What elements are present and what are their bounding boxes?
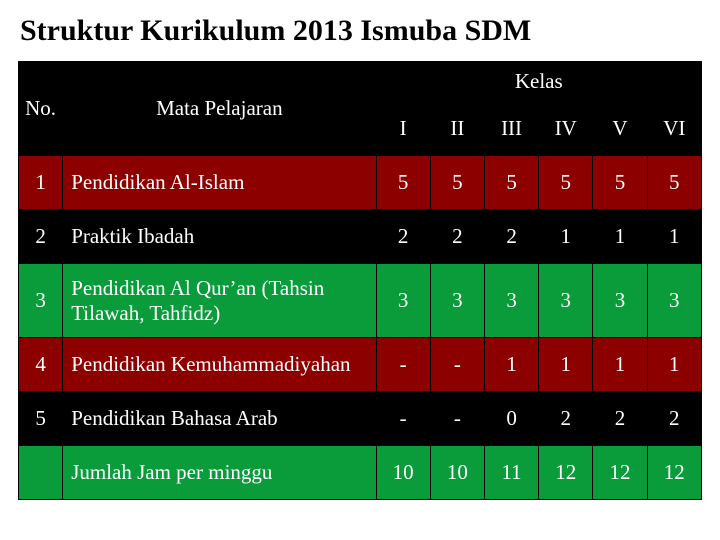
cell-value: 5 [376, 156, 430, 210]
header-no: No. [19, 62, 63, 156]
header-col-5: V [593, 102, 647, 156]
header-col-6: VI [647, 102, 701, 156]
cell-value: 1 [484, 338, 538, 392]
cell-subject: Jumlah Jam per minggu [63, 446, 376, 500]
cell-subject: Pendidikan Al Qur’an (Tahsin Tilawah, Ta… [63, 264, 376, 338]
cell-value: - [376, 338, 430, 392]
cell-value: 12 [647, 446, 701, 500]
table-row: 5Pendidikan Bahasa Arab--0222 [19, 392, 702, 446]
cell-subject: Pendidikan Al-Islam [63, 156, 376, 210]
cell-value: 5 [647, 156, 701, 210]
cell-value: 11 [484, 446, 538, 500]
cell-value: 3 [539, 264, 593, 338]
slide-title: Struktur Kurikulum 2013 Ismuba SDM [18, 8, 702, 61]
cell-value: 10 [430, 446, 484, 500]
cell-value: 5 [593, 156, 647, 210]
cell-value: - [430, 392, 484, 446]
table-row: 2Praktik Ibadah222111 [19, 210, 702, 264]
cell-subject: Pendidikan Kemuhammadiyahan [63, 338, 376, 392]
cell-value: 10 [376, 446, 430, 500]
cell-value: 1 [539, 210, 593, 264]
cell-value: 5 [430, 156, 484, 210]
cell-no: 5 [19, 392, 63, 446]
cell-value: 3 [647, 264, 701, 338]
cell-value: 5 [484, 156, 538, 210]
cell-value: 1 [593, 338, 647, 392]
cell-value: 2 [539, 392, 593, 446]
header-group: Kelas [376, 62, 701, 102]
cell-value: 2 [376, 210, 430, 264]
cell-value: 12 [539, 446, 593, 500]
table-row-total: Jumlah Jam per minggu101011121212 [19, 446, 702, 500]
header-col-3: III [484, 102, 538, 156]
cell-value: 2 [647, 392, 701, 446]
cell-subject: Pendidikan Bahasa Arab [63, 392, 376, 446]
cell-subject: Praktik Ibadah [63, 210, 376, 264]
cell-value: 2 [593, 392, 647, 446]
cell-value: - [376, 392, 430, 446]
table-body: 1Pendidikan Al-Islam5555552Praktik Ibada… [19, 156, 702, 500]
cell-value: 3 [484, 264, 538, 338]
cell-value: 1 [647, 338, 701, 392]
cell-no: 3 [19, 264, 63, 338]
header-subject: Mata Pelajaran [63, 62, 376, 156]
cell-no: 1 [19, 156, 63, 210]
cell-value: 12 [593, 446, 647, 500]
table-header: No. Mata Pelajaran Kelas I II III IV V V… [19, 62, 702, 156]
table-row: 3Pendidikan Al Qur’an (Tahsin Tilawah, T… [19, 264, 702, 338]
slide: Struktur Kurikulum 2013 Ismuba SDM No. M… [0, 0, 720, 540]
cell-value: 1 [647, 210, 701, 264]
cell-value: 3 [430, 264, 484, 338]
table-row: 1Pendidikan Al-Islam555555 [19, 156, 702, 210]
cell-value: - [430, 338, 484, 392]
curriculum-table: No. Mata Pelajaran Kelas I II III IV V V… [18, 61, 702, 500]
cell-value: 0 [484, 392, 538, 446]
header-col-4: IV [539, 102, 593, 156]
cell-value: 2 [484, 210, 538, 264]
cell-no: 4 [19, 338, 63, 392]
cell-value: 3 [593, 264, 647, 338]
cell-value: 2 [430, 210, 484, 264]
cell-no: 2 [19, 210, 63, 264]
cell-value: 1 [539, 338, 593, 392]
table-row: 4Pendidikan Kemuhammadiyahan--1111 [19, 338, 702, 392]
cell-no [19, 446, 63, 500]
cell-value: 1 [593, 210, 647, 264]
header-col-2: II [430, 102, 484, 156]
cell-value: 3 [376, 264, 430, 338]
header-col-1: I [376, 102, 430, 156]
cell-value: 5 [539, 156, 593, 210]
